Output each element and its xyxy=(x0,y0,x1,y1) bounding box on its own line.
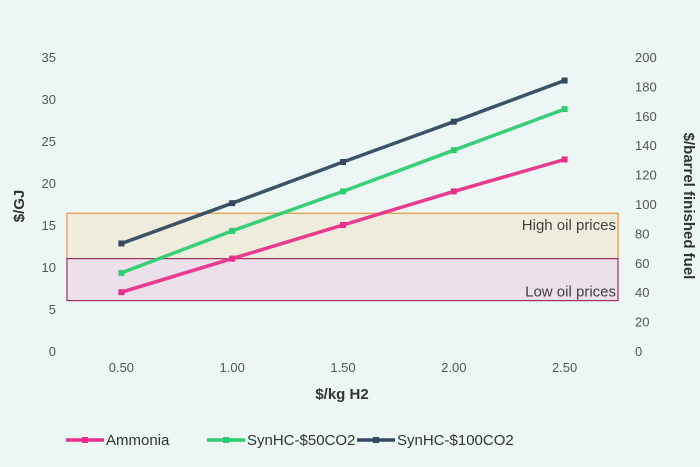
series-point xyxy=(229,255,236,262)
y2-tick-label: 120 xyxy=(635,168,657,183)
y2-tick-label: 80 xyxy=(635,226,649,241)
y-axis-title: $/GJ xyxy=(11,190,28,223)
series-point xyxy=(118,289,125,296)
y2-tick-label: 140 xyxy=(635,138,657,153)
series-point xyxy=(561,156,568,163)
y2-tick-label: 100 xyxy=(635,197,657,212)
series-point xyxy=(340,159,346,165)
series-point xyxy=(229,200,236,207)
x-tick-label: 1.50 xyxy=(330,360,355,375)
y-tick-label: 0 xyxy=(49,344,56,359)
y-tick-label: 15 xyxy=(42,218,56,233)
y2-tick-label: 60 xyxy=(635,256,649,271)
x-axis-title: $/kg H2 xyxy=(315,386,368,403)
y2-tick-label: 40 xyxy=(635,285,649,300)
y-tick-label: 10 xyxy=(42,260,56,275)
series-point xyxy=(118,269,125,276)
x-tick-label: 0.50 xyxy=(109,360,134,375)
y2-tick-label: 0 xyxy=(635,344,642,359)
series-point xyxy=(450,147,457,154)
legend-marker xyxy=(223,437,229,443)
legend-label: SynHC-$50CO2 xyxy=(247,432,355,449)
y-tick-label: 25 xyxy=(42,134,56,149)
legend-label: SynHC-$100CO2 xyxy=(397,432,514,449)
band-label: Low oil prices xyxy=(525,284,616,301)
series-point xyxy=(561,77,568,84)
series-point xyxy=(340,188,346,195)
legend-marker xyxy=(373,437,379,443)
series-point xyxy=(118,240,125,247)
x-tick-label: 2.50 xyxy=(552,360,577,375)
y-tick-label: 20 xyxy=(42,176,56,191)
y2-tick-label: 20 xyxy=(635,315,649,330)
y-tick-label: 5 xyxy=(49,302,56,317)
series-point xyxy=(450,118,457,125)
legend-marker xyxy=(82,437,88,443)
series-point xyxy=(450,188,457,195)
y2-tick-label: 180 xyxy=(635,79,657,94)
x-tick-label: 2.00 xyxy=(441,360,466,375)
y2-tick-label: 200 xyxy=(635,50,657,65)
y-tick-label: 30 xyxy=(42,92,56,107)
series-point xyxy=(561,106,568,113)
series-point xyxy=(340,222,346,228)
band-high-oil xyxy=(66,212,619,260)
y2-axis-title: $/barrel finished fuel xyxy=(680,133,697,280)
legend-label: Ammonia xyxy=(106,432,170,449)
band-label: High oil prices xyxy=(522,217,616,234)
y-tick-label: 35 xyxy=(42,50,56,65)
x-tick-label: 1.00 xyxy=(220,360,245,375)
y2-tick-label: 160 xyxy=(635,109,657,124)
series-point xyxy=(229,227,236,234)
